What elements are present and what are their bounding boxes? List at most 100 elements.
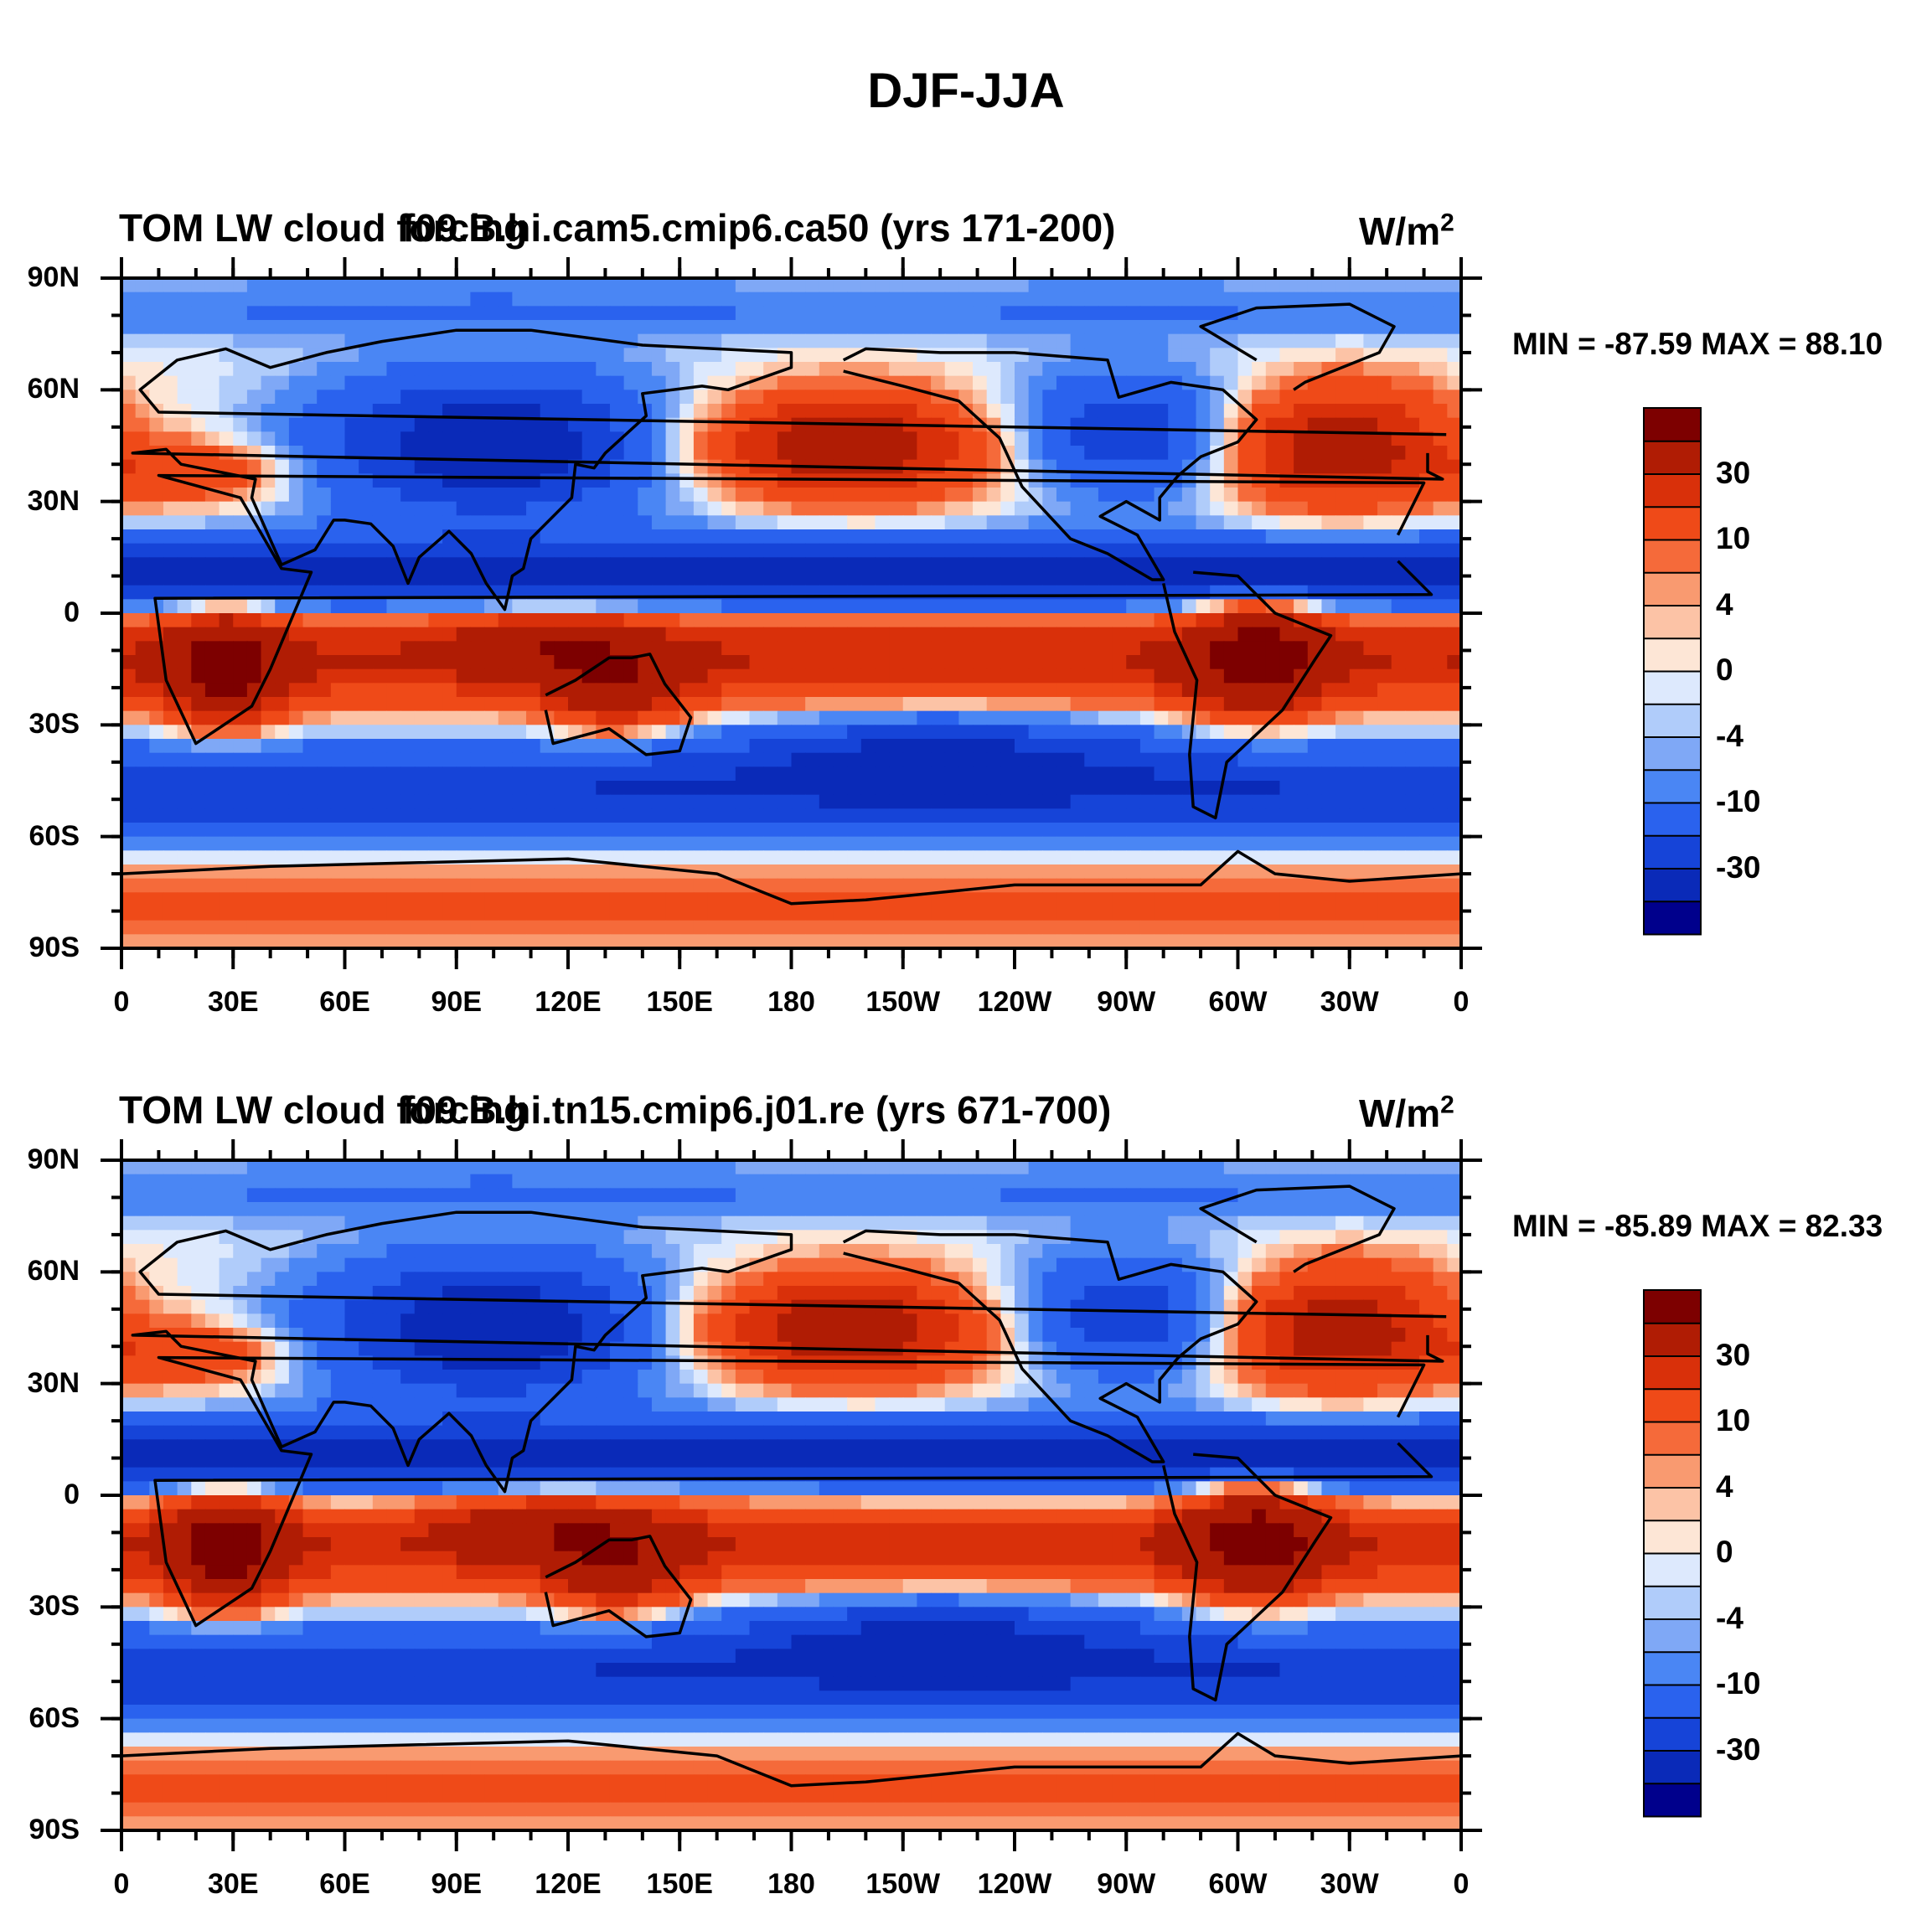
field-cell [819, 599, 834, 613]
field-cell [903, 795, 917, 809]
field-cell [1155, 850, 1169, 864]
field-cell [163, 837, 178, 851]
field-cell [220, 529, 234, 544]
field-cell [805, 725, 819, 739]
field-cell [736, 892, 750, 906]
field-cell [1392, 460, 1406, 474]
field-cell [736, 431, 750, 446]
field-cell [163, 544, 178, 558]
field-cell [1224, 502, 1238, 516]
field-cell [1029, 683, 1043, 697]
field-cell [666, 306, 680, 320]
field-cell [1056, 906, 1071, 921]
field-cell [861, 697, 876, 711]
field-cell [345, 431, 359, 446]
field-cell [554, 669, 568, 684]
field-cell [317, 488, 331, 502]
field-cell [484, 795, 498, 809]
field-cell [317, 320, 331, 334]
field-cell [345, 655, 359, 669]
field-cell [736, 557, 750, 571]
field-cell [136, 460, 150, 474]
field-cell [1000, 808, 1015, 823]
field-cell [1210, 278, 1224, 292]
field-cell [1071, 278, 1085, 292]
field-cell [889, 599, 903, 613]
field-cell [1308, 390, 1322, 404]
field-cell [889, 906, 903, 921]
field-cell [1071, 823, 1085, 837]
field-cell [568, 711, 582, 725]
map-panel-2: TOM LW cloud forcing f09.B.hi.tn15.cmip6… [0, 1087, 1932, 1925]
field-cell [903, 404, 917, 418]
field-cell [1405, 739, 1419, 753]
field-cell [1071, 753, 1085, 767]
field-cell [1224, 683, 1238, 697]
field-cell [373, 431, 387, 446]
field-cell [792, 879, 806, 893]
field-cell [1377, 739, 1392, 753]
field-cell [987, 544, 1001, 558]
field-cell [178, 515, 192, 529]
field-cell [1392, 823, 1406, 837]
field-cell [1252, 892, 1266, 906]
field-cell [777, 390, 792, 404]
field-cell [289, 753, 303, 767]
field-cell [526, 599, 540, 613]
field-cell [945, 599, 959, 613]
field-cell [1098, 1160, 1113, 1174]
field-cell [1113, 1160, 1127, 1174]
field-cell [1363, 571, 1377, 586]
field-cell [428, 348, 442, 362]
field-cell [792, 711, 806, 725]
field-cell [889, 864, 903, 879]
field-cell [121, 906, 136, 921]
field-cell [777, 655, 792, 669]
field-cell [721, 781, 736, 795]
field-cell [736, 766, 750, 781]
field-cell [1279, 725, 1294, 739]
field-cell [526, 376, 540, 390]
field-cell [512, 1160, 526, 1174]
field-cell [1168, 529, 1182, 544]
field-cell [945, 404, 959, 418]
field-cell [136, 766, 150, 781]
field-cell [945, 808, 959, 823]
field-cell [498, 655, 513, 669]
field-cell [1071, 850, 1085, 864]
field-cell [191, 515, 205, 529]
field-cell [1210, 390, 1224, 404]
field-cell [359, 921, 373, 935]
field-cell [373, 781, 387, 795]
field-cell [652, 306, 666, 320]
field-cell [512, 362, 526, 376]
field-cell [163, 557, 178, 571]
field-cell [247, 906, 261, 921]
field-cell [1266, 850, 1280, 864]
field-cell [1279, 711, 1294, 725]
field-cell [1098, 613, 1113, 627]
field-cell [1071, 418, 1085, 432]
field-cell [1434, 446, 1448, 460]
field-cell [750, 306, 764, 320]
field-cell [610, 473, 624, 488]
field-cell [1294, 431, 1308, 446]
field-cell [750, 753, 764, 767]
field-cell [191, 655, 205, 669]
field-cell [736, 460, 750, 474]
field-cell [889, 781, 903, 795]
field-cell [1405, 390, 1419, 404]
field-cell [973, 544, 987, 558]
field-cell [373, 488, 387, 502]
field-cell [847, 655, 861, 669]
field-cell [191, 683, 205, 697]
field-cell [903, 362, 917, 376]
field-cell [1098, 627, 1113, 642]
field-cell [652, 906, 666, 921]
field-cell [1084, 641, 1098, 655]
field-cell [1377, 404, 1392, 418]
field-cell [833, 1160, 847, 1174]
field-cell [1098, 683, 1113, 697]
field-cell [931, 683, 945, 697]
field-cell [1042, 864, 1056, 879]
